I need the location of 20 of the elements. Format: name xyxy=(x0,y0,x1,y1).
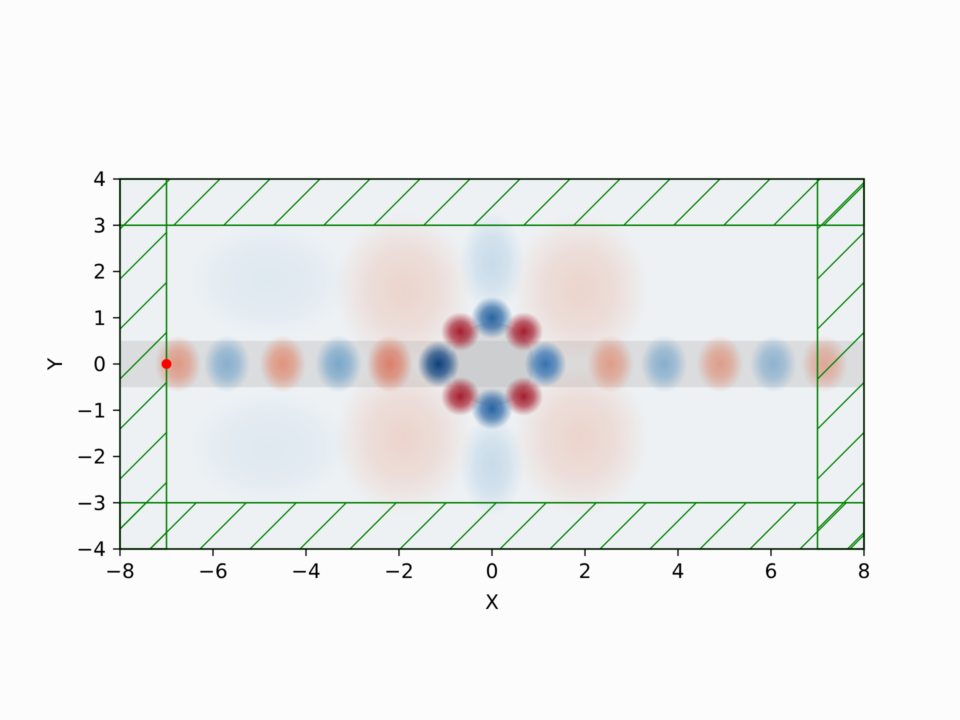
y-tick-label: 4 xyxy=(93,167,106,191)
y-tick-label: 3 xyxy=(93,213,106,238)
x-tick-label: 0 xyxy=(486,559,498,584)
y-tick-label: −4 xyxy=(76,537,106,561)
y-tick-label: −1 xyxy=(76,398,106,422)
x-tick-label: 8 xyxy=(858,559,870,584)
x-tick-label: −2 xyxy=(384,559,414,584)
x-tick-label: −4 xyxy=(291,559,321,584)
x-axis-title: X xyxy=(485,590,500,614)
y-axis-title: Y xyxy=(43,357,67,372)
x-tick-label: −6 xyxy=(198,559,228,584)
y-tick-label: 0 xyxy=(93,352,106,376)
x-tick-label: 2 xyxy=(578,559,592,584)
x-tick-label: −8 xyxy=(105,559,135,584)
y-tick-label: 2 xyxy=(93,260,106,284)
y-tick-label: −2 xyxy=(76,444,106,468)
y-tick-label: −3 xyxy=(76,490,106,515)
x-tick-label: 6 xyxy=(764,559,778,584)
y-tick-label: 1 xyxy=(93,306,106,330)
x-tick-label: 4 xyxy=(672,559,684,584)
